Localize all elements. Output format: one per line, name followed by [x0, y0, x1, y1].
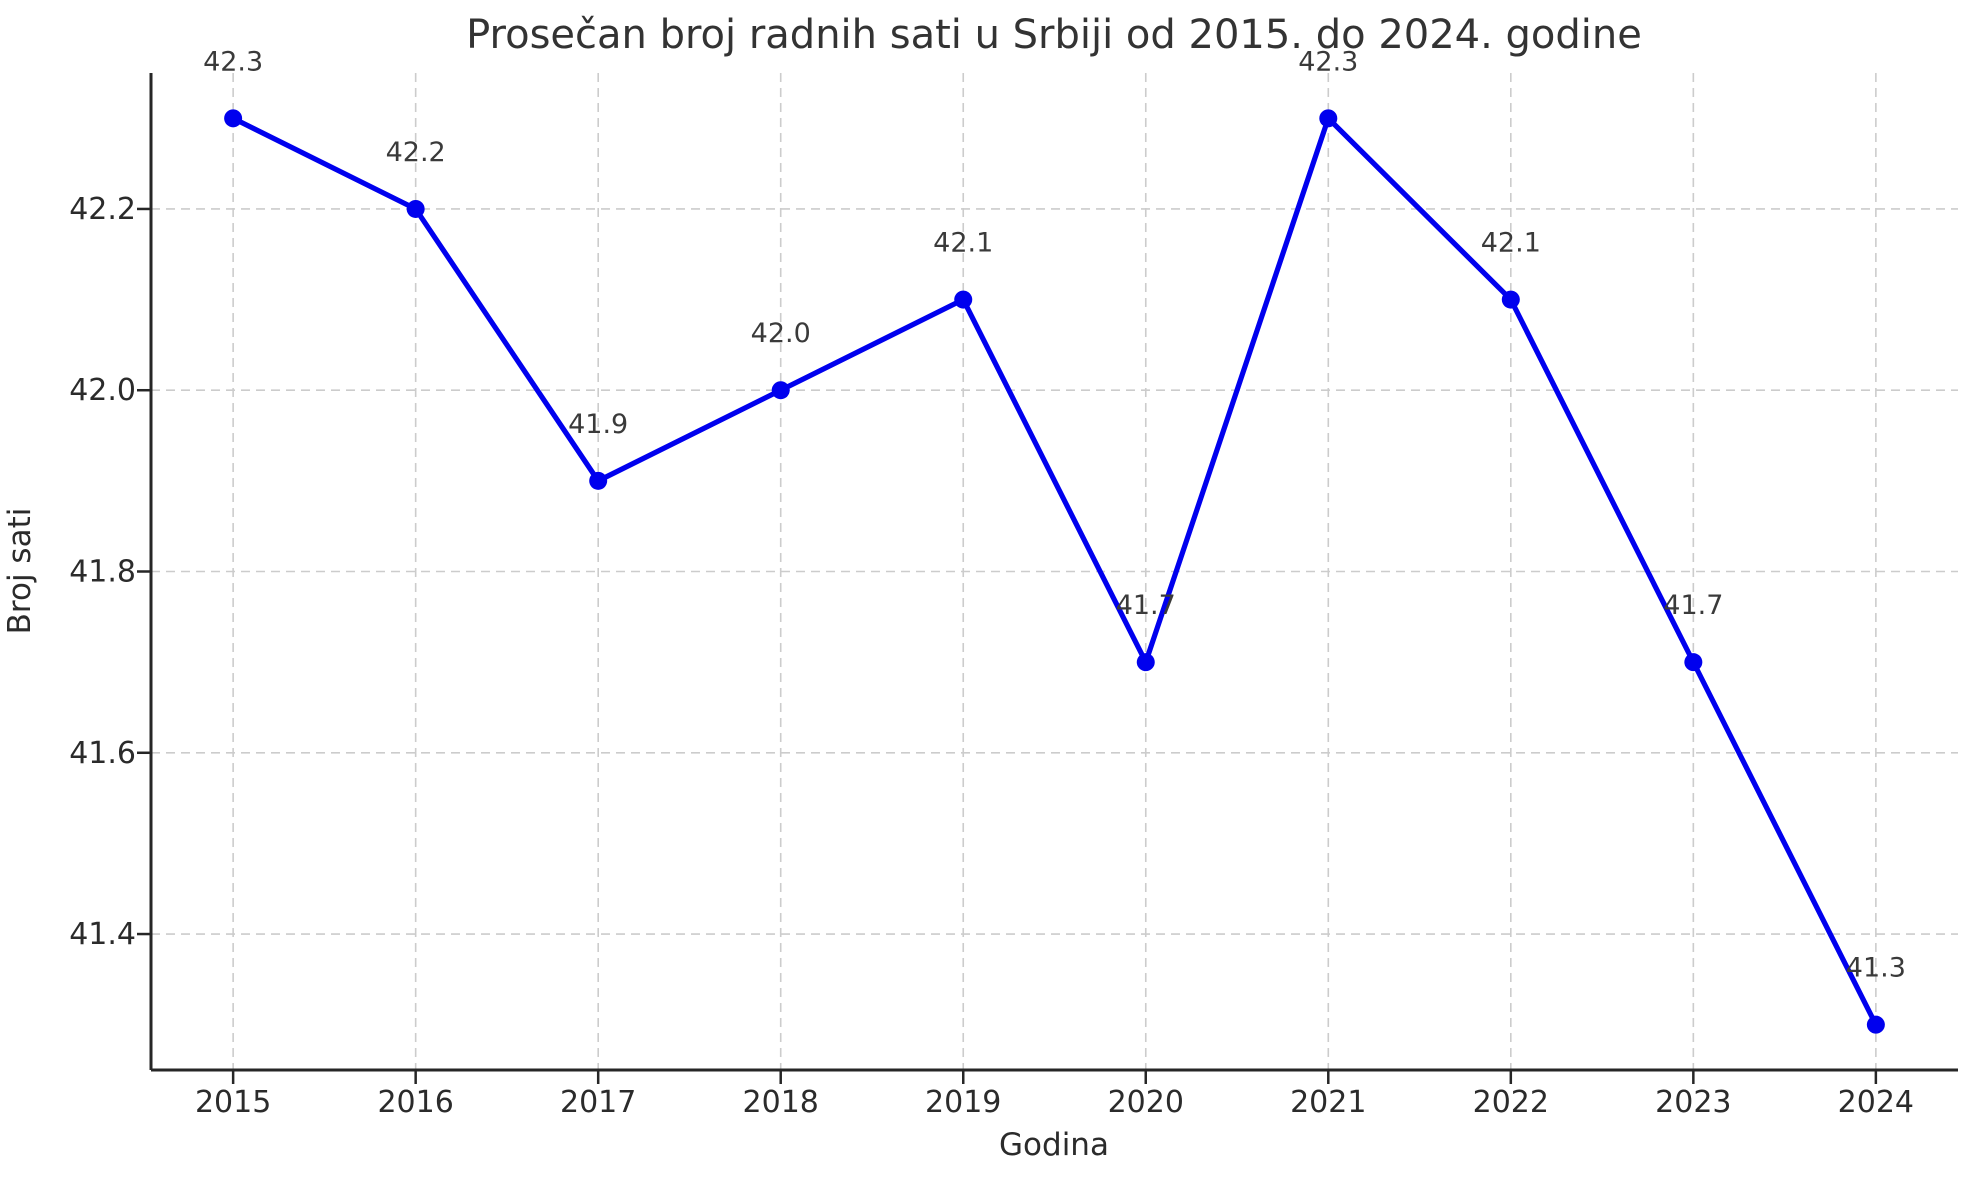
data-point-marker — [589, 471, 608, 490]
y-tick-label: 41.6 — [69, 736, 136, 771]
data-point-marker — [771, 381, 790, 400]
data-series-group — [224, 109, 1885, 1034]
y-tick-label: 41.4 — [69, 917, 136, 952]
data-point-marker — [406, 199, 425, 218]
data-point-label: 42.3 — [203, 46, 263, 77]
data-point-marker — [1684, 653, 1703, 672]
x-tick-label: 2015 — [195, 1085, 271, 1120]
data-point-label: 42.2 — [386, 137, 446, 168]
data-point-label: 42.3 — [1298, 46, 1358, 77]
x-tick-label: 2019 — [925, 1085, 1001, 1120]
x-tick-label: 2016 — [377, 1085, 453, 1120]
point-labels-group: 42.3 42.2 41.9 42.0 42.1 41.7 42.3 42.1 41.7 41.3 — [203, 46, 1906, 983]
x-tick-label: 2017 — [560, 1085, 636, 1120]
x-tick-label: 2024 — [1838, 1085, 1914, 1120]
chart-title: Prosečan broj radnih sati u Srbiji od 20… — [466, 12, 1642, 58]
gridlines-group — [151, 73, 1958, 1070]
data-point-label: 42.1 — [1481, 228, 1541, 259]
data-point-label: 42.1 — [933, 228, 993, 259]
data-point-marker — [1136, 653, 1155, 672]
y-tick-label: 42.0 — [69, 373, 136, 408]
data-point-label: 41.9 — [568, 409, 628, 440]
data-point-marker — [1319, 109, 1338, 128]
x-axis-label: Godina — [999, 1127, 1109, 1163]
y-tick-label: 42.2 — [69, 192, 136, 227]
data-point-marker — [954, 290, 973, 309]
x-tick-label: 2023 — [1655, 1085, 1731, 1120]
x-tick-label: 2018 — [743, 1085, 819, 1120]
y-tick-label: 41.8 — [69, 555, 136, 590]
tick-labels-group: 2015 2016 2017 2018 2019 2020 2021 2022 2023 2024… — [69, 192, 1914, 1120]
data-point-label: 42.0 — [751, 318, 811, 349]
data-point-marker — [224, 109, 243, 128]
series-line — [230, 115, 1879, 1028]
x-tick-label: 2020 — [1108, 1085, 1184, 1120]
x-tick-label: 2022 — [1473, 1085, 1549, 1120]
data-point-label: 41.3 — [1846, 953, 1906, 984]
y-axis-label: Broj sati — [2, 508, 38, 635]
data-point-label: 41.7 — [1663, 590, 1723, 621]
data-point-marker — [1866, 1015, 1885, 1034]
axes-group — [137, 73, 1958, 1084]
x-tick-label: 2021 — [1290, 1085, 1366, 1120]
data-point-marker — [1501, 290, 1520, 309]
data-point-label: 41.7 — [1116, 590, 1176, 621]
